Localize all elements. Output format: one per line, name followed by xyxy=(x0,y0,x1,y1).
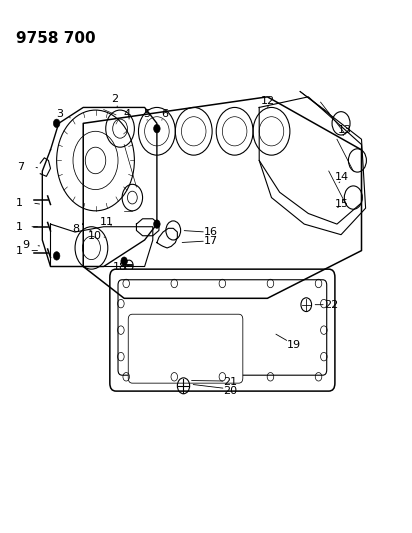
Circle shape xyxy=(154,220,160,228)
Text: 1: 1 xyxy=(16,246,23,256)
Text: 20: 20 xyxy=(222,386,237,396)
Text: 12: 12 xyxy=(261,96,275,106)
Text: 5: 5 xyxy=(143,109,150,119)
Text: 14: 14 xyxy=(335,172,349,182)
Text: 11: 11 xyxy=(100,217,114,228)
Text: 21: 21 xyxy=(222,377,237,387)
Text: 8: 8 xyxy=(73,224,80,235)
FancyBboxPatch shape xyxy=(118,280,327,375)
Text: 10: 10 xyxy=(88,231,102,241)
FancyBboxPatch shape xyxy=(110,269,335,391)
Text: 9: 9 xyxy=(22,240,30,251)
Text: 4: 4 xyxy=(124,109,131,119)
Circle shape xyxy=(121,257,127,265)
Text: 18: 18 xyxy=(113,262,127,271)
Text: 1: 1 xyxy=(16,198,23,208)
Text: 1: 1 xyxy=(16,222,23,232)
Text: 7: 7 xyxy=(17,162,25,172)
Text: 2: 2 xyxy=(112,94,119,104)
Text: 3: 3 xyxy=(56,109,63,119)
Text: 17: 17 xyxy=(204,236,218,246)
FancyBboxPatch shape xyxy=(128,314,243,383)
Circle shape xyxy=(54,252,60,260)
Text: 22: 22 xyxy=(324,300,338,310)
Circle shape xyxy=(154,124,160,133)
Text: 6: 6 xyxy=(161,109,168,119)
Text: 19: 19 xyxy=(287,340,301,350)
Text: 9758 700: 9758 700 xyxy=(16,30,95,45)
Text: 15: 15 xyxy=(335,199,349,209)
Text: 13: 13 xyxy=(338,125,352,135)
Text: 16: 16 xyxy=(204,227,218,237)
Circle shape xyxy=(54,119,60,127)
